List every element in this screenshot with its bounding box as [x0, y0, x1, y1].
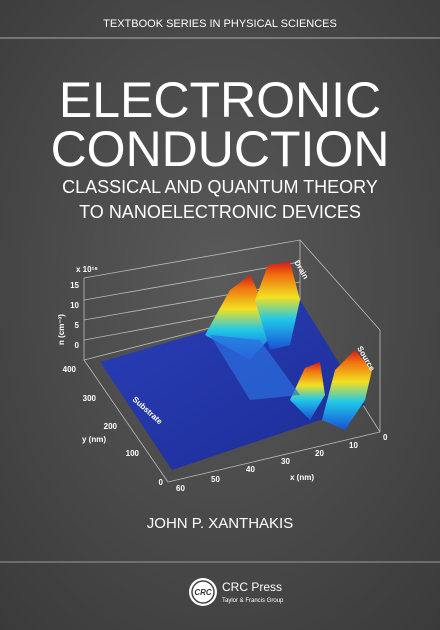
- surface-floor: [100, 300, 365, 470]
- x-tick-label: 10: [349, 441, 358, 450]
- x-tick-label: 20: [315, 449, 324, 458]
- author: JOHN P. XANTHAKIS: [147, 515, 293, 532]
- x-tick-label: 40: [246, 465, 255, 474]
- y-tick-label: 0: [159, 478, 164, 487]
- z-tick-label: 10: [70, 301, 79, 310]
- surface-peak: [255, 262, 300, 350]
- publisher-logo-text: CRC: [194, 588, 212, 597]
- z-tick-label: 15: [70, 281, 79, 290]
- y-tick-label: 100: [126, 449, 140, 458]
- publisher-name: CRC Press: [222, 580, 282, 594]
- scale-label: x 10¹⁶: [76, 265, 98, 274]
- y-tick-label: 400: [63, 365, 77, 374]
- x-tick-label: 60: [176, 484, 185, 493]
- plot-box: [83, 240, 301, 361]
- publisher-group: Taylor & Francis Group: [222, 598, 284, 604]
- y-tick-label: 300: [83, 394, 97, 403]
- plot-box: [167, 431, 381, 483]
- z-tick-label: 5: [75, 321, 80, 330]
- plot-box: [83, 359, 169, 483]
- surface-peak: [290, 362, 325, 420]
- plot-grid: [83, 261, 301, 301]
- surface-peak: [322, 350, 372, 430]
- y-tick-label: 200: [104, 422, 118, 431]
- plot-box: [83, 239, 381, 432]
- title: CONDUCTION: [51, 121, 390, 177]
- y-axis-label: y (nm): [82, 435, 106, 444]
- publisher-logo: [189, 578, 217, 606]
- x-axis-label: x (nm): [290, 473, 314, 482]
- title: ELECTRONIC: [59, 72, 381, 128]
- surface-ridge: [210, 335, 300, 400]
- subtitle: TO NANOELECTRONIC DEVICES: [79, 202, 361, 222]
- z-axis-label: n (cm⁻³): [57, 314, 66, 345]
- z-tick-label: 0: [75, 341, 80, 350]
- surface-plot: x 10¹⁶ n (cm⁻³) 15 10 5 0 400 300 200 10…: [57, 239, 388, 493]
- x-tick-label: 30: [281, 457, 290, 466]
- x-tick-label: 0: [383, 433, 388, 442]
- subtitle: CLASSICAL AND QUANTUM THEORY: [62, 177, 378, 197]
- series-title: TEXTBOOK SERIES IN PHYSICAL SCIENCES: [103, 18, 337, 30]
- publisher-logo: [191, 580, 215, 604]
- x-tick-label: 50: [211, 475, 220, 484]
